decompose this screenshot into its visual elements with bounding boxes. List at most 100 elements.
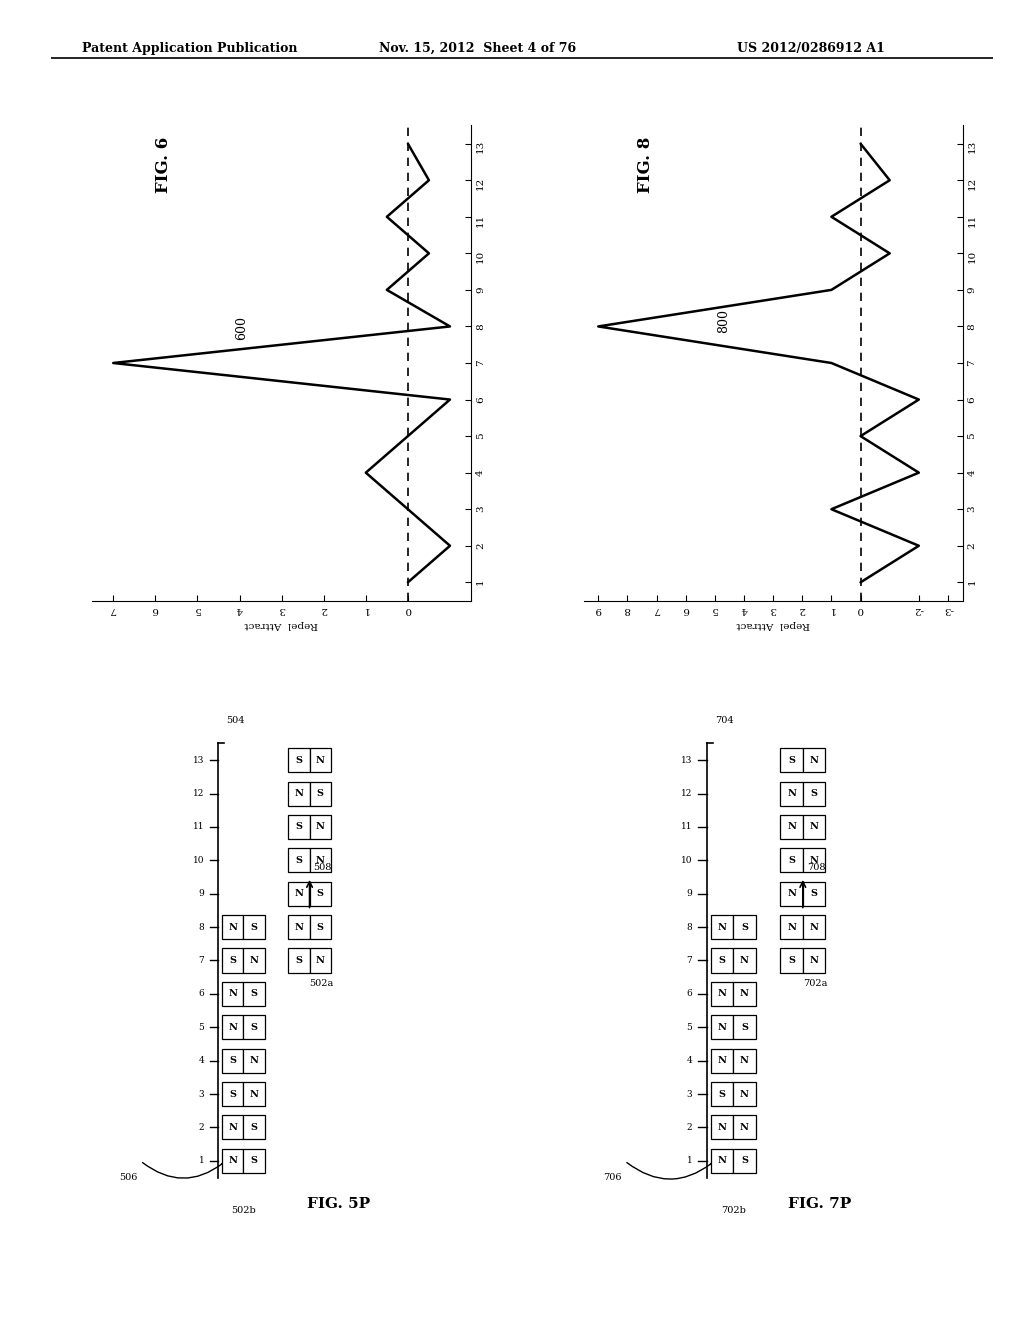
Bar	[288, 781, 309, 805]
Text: N: N	[718, 923, 726, 932]
Bar	[288, 814, 309, 840]
Text: N: N	[740, 1089, 749, 1098]
Text: S: S	[251, 1123, 258, 1133]
Bar	[780, 882, 803, 906]
Text: 704: 704	[715, 715, 733, 725]
Text: N: N	[228, 1156, 238, 1166]
Text: 708: 708	[807, 862, 825, 871]
Bar	[244, 1048, 265, 1073]
Bar	[733, 915, 756, 939]
Text: N: N	[718, 1056, 726, 1065]
Bar	[244, 915, 265, 939]
Bar	[780, 781, 803, 805]
Text: S: S	[316, 890, 324, 898]
Text: 502b: 502b	[231, 1206, 256, 1216]
Bar	[733, 1015, 756, 1039]
Text: 11: 11	[681, 822, 692, 832]
Bar	[711, 982, 733, 1006]
Text: 702a: 702a	[803, 979, 827, 989]
Bar	[711, 949, 733, 973]
Text: 7: 7	[199, 956, 205, 965]
Bar	[288, 849, 309, 873]
Bar	[733, 1115, 756, 1139]
Text: Patent Application Publication: Patent Application Publication	[82, 42, 297, 55]
Bar	[711, 1015, 733, 1039]
Text: S: S	[741, 1023, 748, 1032]
Text: 4: 4	[686, 1056, 692, 1065]
Bar	[780, 915, 803, 939]
Bar	[711, 1115, 733, 1139]
Bar	[222, 982, 244, 1006]
Bar	[780, 849, 803, 873]
Text: S: S	[229, 1089, 237, 1098]
Bar	[733, 1148, 756, 1173]
Text: 1: 1	[686, 1156, 692, 1166]
Text: N: N	[315, 755, 325, 764]
Bar	[222, 915, 244, 939]
Text: FIG. 6: FIG. 6	[156, 137, 172, 193]
Bar	[711, 915, 733, 939]
Text: 12: 12	[194, 789, 205, 799]
Text: 706: 706	[603, 1173, 622, 1181]
Bar	[711, 1048, 733, 1073]
Text: N: N	[810, 822, 818, 832]
Text: N: N	[787, 822, 796, 832]
Text: 13: 13	[194, 755, 205, 764]
Text: S: S	[316, 923, 324, 932]
Text: S: S	[251, 1156, 258, 1166]
Bar	[733, 1048, 756, 1073]
Text: N: N	[315, 956, 325, 965]
Text: 2: 2	[687, 1123, 692, 1133]
Text: 506: 506	[120, 1173, 138, 1181]
Text: FIG. 5P: FIG. 5P	[307, 1197, 371, 1210]
Text: 2: 2	[199, 1123, 205, 1133]
Text: 6: 6	[686, 990, 692, 998]
Bar	[803, 849, 825, 873]
Text: 10: 10	[681, 855, 692, 865]
Text: FIG. 8: FIG. 8	[637, 137, 653, 193]
Text: S: S	[788, 956, 795, 965]
Bar	[733, 982, 756, 1006]
Bar	[222, 1148, 244, 1173]
Text: 5: 5	[686, 1023, 692, 1032]
Bar	[222, 949, 244, 973]
Text: 9: 9	[199, 890, 205, 898]
Bar	[309, 949, 331, 973]
Text: S: S	[229, 956, 237, 965]
Bar	[244, 1148, 265, 1173]
Bar	[733, 949, 756, 973]
Bar	[244, 1115, 265, 1139]
Text: N: N	[228, 923, 238, 932]
Bar	[309, 814, 331, 840]
Text: 8: 8	[686, 923, 692, 932]
Bar	[222, 1082, 244, 1106]
Bar	[803, 781, 825, 805]
Text: S: S	[741, 923, 748, 932]
Text: S: S	[788, 755, 795, 764]
Bar	[711, 1082, 733, 1106]
Bar	[711, 1148, 733, 1173]
Bar	[288, 882, 309, 906]
Bar	[309, 849, 331, 873]
Text: N: N	[740, 990, 749, 998]
Text: Nov. 15, 2012  Sheet 4 of 76: Nov. 15, 2012 Sheet 4 of 76	[379, 42, 577, 55]
Bar	[803, 814, 825, 840]
Bar	[244, 1015, 265, 1039]
Bar	[288, 915, 309, 939]
Text: S: S	[295, 755, 302, 764]
Text: S: S	[719, 1089, 725, 1098]
Bar	[309, 915, 331, 939]
Text: N: N	[810, 855, 818, 865]
Bar	[803, 915, 825, 939]
Text: S: S	[316, 789, 324, 799]
Bar	[288, 949, 309, 973]
Text: 11: 11	[193, 822, 205, 832]
Bar	[222, 1115, 244, 1139]
Bar	[780, 814, 803, 840]
Bar	[244, 1082, 265, 1106]
Text: 5: 5	[199, 1023, 205, 1032]
Text: 508: 508	[313, 862, 332, 871]
Text: 6: 6	[199, 990, 205, 998]
X-axis label: Repel  Attract: Repel Attract	[245, 620, 318, 630]
Bar	[780, 748, 803, 772]
